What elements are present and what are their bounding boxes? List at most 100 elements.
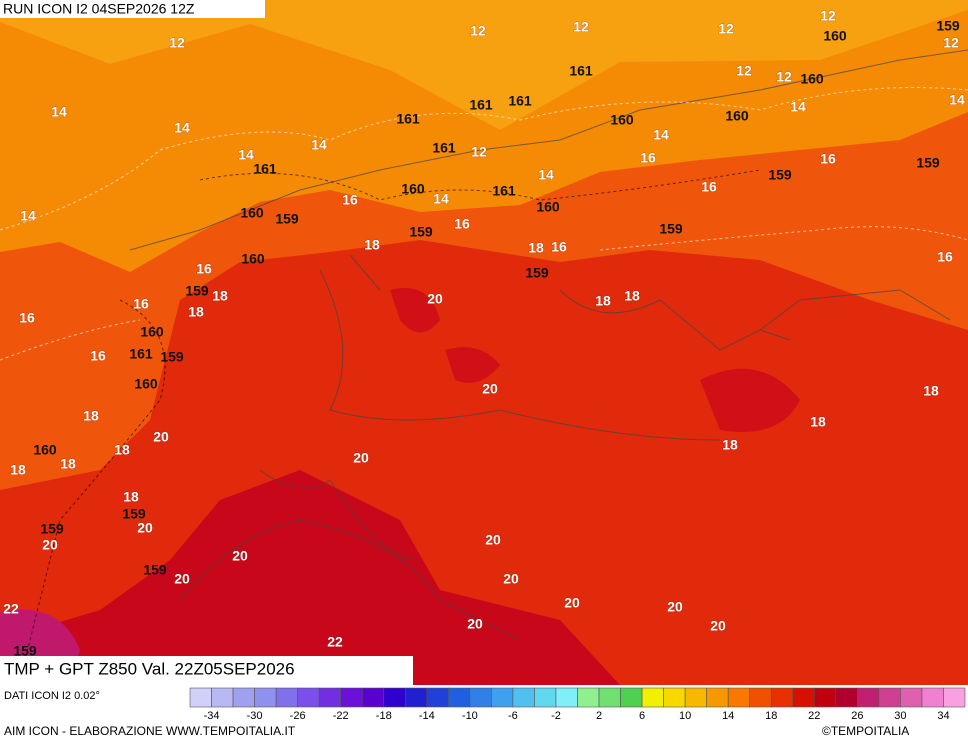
temperature-label: 18 (722, 437, 738, 453)
color-box (340, 687, 363, 708)
temperature-label: 20 (137, 520, 153, 536)
colorbar-tick-label: 26 (851, 710, 863, 722)
temperature-label: 12 (820, 8, 836, 24)
geopotential-label: 160 (725, 108, 749, 124)
geopotential-label: 159 (122, 506, 146, 522)
temperature-label: 16 (454, 216, 470, 232)
copyright: ©TEMPOITALIA (822, 724, 909, 738)
color-box (900, 687, 923, 708)
geopotential-label: 159 (160, 349, 184, 365)
color-box (641, 687, 664, 708)
color-box (491, 687, 514, 708)
geopotential-label: 160 (140, 324, 164, 340)
temperature-label: 14 (653, 127, 669, 143)
temperature-label: 14 (949, 92, 965, 108)
geopotential-label: 159 (40, 521, 64, 537)
header-title: RUN ICON I2 04SEP2026 12Z (3, 1, 195, 17)
temperature-label: 12 (169, 35, 185, 51)
temperature-zone (0, 0, 968, 272)
colorbar-tick-label: -18 (376, 710, 392, 722)
temperature-label: 20 (485, 532, 501, 548)
temperature-label: 12 (470, 23, 486, 39)
color-box (534, 687, 557, 708)
temperature-label: 20 (710, 618, 726, 634)
colorbar-tick-label: -6 (508, 710, 518, 722)
color-box (727, 687, 751, 708)
geopotential-label: 159 (185, 283, 209, 299)
temperature-label: 18 (624, 288, 640, 304)
temperature-label: 20 (564, 595, 580, 611)
colorbar-tick-label: 10 (679, 710, 691, 722)
color-box (232, 687, 255, 708)
temperature-label: 18 (212, 288, 228, 304)
colorbar-tick-label: -10 (462, 710, 478, 722)
colorbar: -34 -30 -26 -22 -18 -14 -10 -6 -2 2 6 10 14 18 22 26 30 3… (189, 687, 966, 722)
color-box (361, 687, 385, 708)
temperature-label: 18 (60, 456, 76, 472)
temperature-label: 18 (10, 462, 26, 478)
geopotential-label: 161 (396, 111, 420, 127)
temperature-label: 20 (482, 381, 498, 397)
temperature-label: 18 (595, 293, 611, 309)
temperature-label: 18 (83, 408, 99, 424)
colorbar-tick-label: 18 (765, 710, 777, 722)
geopotential-label: 161 (469, 97, 493, 113)
temperature-label: 14 (538, 167, 554, 183)
color-box (189, 687, 212, 708)
temperature-label: 14 (311, 137, 327, 153)
color-box (835, 687, 858, 708)
colorbar-tick-label: 14 (722, 710, 734, 722)
color-box (318, 687, 341, 708)
color-box (577, 687, 600, 708)
color-box (275, 687, 298, 708)
color-box (749, 687, 772, 708)
source: DATI ICON I2 0.02° (4, 690, 100, 702)
temperature-label: 16 (90, 348, 106, 364)
temperature-label: 14 (238, 147, 254, 163)
temperature-label: 14 (790, 99, 806, 115)
temperature-label: 18 (364, 237, 380, 253)
temperature-label: 16 (820, 151, 836, 167)
temperature-zone (390, 288, 800, 432)
temperature-zone (0, 0, 968, 130)
temperature-label: 20 (174, 571, 190, 587)
color-box (426, 687, 449, 708)
geopotential-label: 160 (800, 71, 824, 87)
temperature-label: 20 (153, 429, 169, 445)
color-box (943, 687, 966, 708)
color-box (921, 687, 944, 708)
temperature-label: 16 (640, 150, 656, 166)
color-box (663, 687, 686, 708)
colorbar-tick-label: 30 (894, 710, 906, 722)
temperature-label: 20 (667, 599, 683, 615)
colorbar-tick-label: 6 (639, 710, 645, 722)
color-box (555, 687, 578, 708)
temperature-label: 12 (943, 35, 959, 51)
color-box (404, 687, 428, 708)
geopotential-label: 159 (13, 643, 37, 659)
temperature-label: 12 (573, 19, 589, 35)
temperature-label: 12 (471, 144, 487, 160)
color-box (792, 687, 815, 708)
geopotential-label: 160 (241, 251, 265, 267)
color-box (857, 687, 880, 708)
temperature-label: 12 (776, 69, 792, 85)
temperature-label: 20 (467, 616, 483, 632)
geopotential-label: 161 (569, 63, 593, 79)
colorbar-tick-label: -30 (247, 710, 263, 722)
temperature-label: 16 (196, 261, 212, 277)
credit: AIM ICON - ELABORAZIONE WWW.TEMPOITALIA.… (4, 724, 296, 738)
color-box (469, 687, 492, 708)
temperature-label: 12 (736, 63, 752, 79)
geopotential-label: 161 (432, 140, 456, 156)
temperature-label: 14 (51, 104, 67, 120)
geopotential-label: 160 (33, 442, 57, 458)
color-box (448, 687, 471, 708)
temperature-label: 20 (503, 571, 519, 587)
geopotential-label: 159 (143, 562, 167, 578)
color-box (814, 687, 837, 708)
temperature-label: 20 (232, 548, 248, 564)
